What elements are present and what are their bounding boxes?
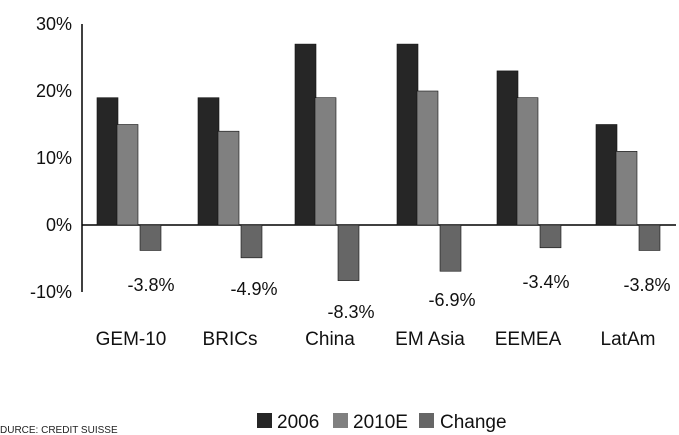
legend-swatch-change — [419, 413, 434, 428]
y-tick-labels: 30% 20% 10% 0% -10% — [30, 14, 72, 302]
source-note: DURCE: CREDIT SUISSE — [0, 425, 118, 435]
category-labels: GEM-10 BRICs China EM Asia EEMEA LatAm — [96, 329, 656, 350]
category-label: GEM-10 — [96, 329, 167, 350]
legend-swatch-2006 — [257, 413, 272, 428]
bar-2010e — [615, 151, 638, 226]
legend-label: 2010E — [353, 412, 408, 433]
y-tick-label: 0% — [46, 215, 72, 235]
y-tick-label: 20% — [36, 81, 72, 101]
bar-2006 — [197, 97, 220, 226]
category-label: EM Asia — [395, 329, 465, 350]
bar-2006 — [96, 97, 119, 226]
change-data-label: -3.8% — [127, 275, 174, 295]
change-data-label: -4.9% — [230, 279, 277, 299]
change-data-label: -3.8% — [623, 275, 670, 295]
category-label: LatAm — [601, 329, 656, 350]
bar-change — [439, 224, 462, 272]
bars — [96, 43, 661, 281]
bar-2010e — [516, 97, 539, 226]
y-tick-label: 10% — [36, 148, 72, 168]
data-labels: -3.8% -4.9% -8.3% -6.9% -3.4% -3.8% — [127, 272, 670, 322]
bar-2010e — [116, 124, 139, 226]
bar-2006 — [294, 43, 317, 226]
y-tick-label: 30% — [36, 14, 72, 34]
bar-2006 — [595, 124, 618, 226]
legend-swatch-2010e — [333, 413, 348, 428]
bar-2010e — [314, 97, 337, 226]
y-tick-label: -10% — [30, 282, 72, 302]
bar-2010e — [416, 90, 439, 226]
category-label: China — [305, 329, 355, 350]
category-label: BRICs — [203, 329, 258, 350]
bar-2006 — [496, 70, 519, 226]
bar-change — [139, 224, 162, 251]
change-data-label: -8.3% — [327, 302, 374, 322]
change-data-label: -6.9% — [428, 290, 475, 310]
legend-label: Change — [440, 412, 507, 433]
change-data-label: -3.4% — [522, 272, 569, 292]
legend-label: 2006 — [277, 412, 319, 433]
bar-change — [539, 224, 562, 249]
category-label: EEMEA — [495, 329, 562, 350]
legend: 2006 2010E Change — [257, 412, 507, 433]
bar-change — [240, 224, 263, 259]
bar-change — [337, 224, 360, 281]
bar-change — [638, 224, 661, 251]
bar-2006 — [396, 43, 419, 226]
bar-2010e — [217, 130, 240, 226]
